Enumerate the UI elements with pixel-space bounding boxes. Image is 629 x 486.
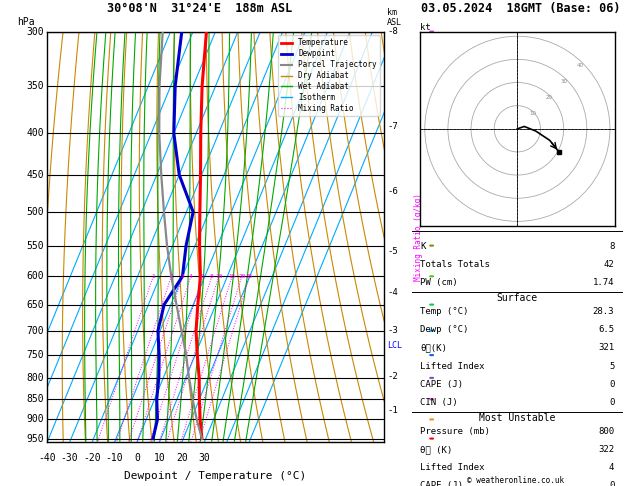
Text: θᴇ(K): θᴇ(K): [420, 344, 447, 352]
Text: 700: 700: [26, 326, 44, 336]
Text: 1.74: 1.74: [593, 278, 615, 287]
Text: 20: 20: [545, 95, 552, 100]
Text: 15: 15: [228, 274, 236, 279]
Text: -5: -5: [387, 247, 398, 257]
Text: Most Unstable: Most Unstable: [479, 413, 555, 423]
Text: 400: 400: [26, 128, 44, 138]
Text: 500: 500: [26, 207, 44, 217]
Text: LCL: LCL: [387, 341, 402, 350]
Text: -1: -1: [387, 406, 398, 415]
Text: 28.3: 28.3: [593, 308, 615, 316]
Text: 20: 20: [176, 452, 187, 463]
Text: 20: 20: [238, 274, 245, 279]
Text: 25: 25: [246, 274, 253, 279]
Text: CAPE (J): CAPE (J): [420, 481, 464, 486]
Text: 322: 322: [598, 445, 615, 454]
Text: CIN (J): CIN (J): [420, 398, 458, 407]
Text: 450: 450: [26, 170, 44, 180]
Text: -10: -10: [106, 452, 123, 463]
Text: 8: 8: [210, 274, 214, 279]
Text: PW (cm): PW (cm): [420, 278, 458, 287]
Text: 1: 1: [152, 274, 155, 279]
Text: Mixing Ratio (g/kg): Mixing Ratio (g/kg): [414, 193, 423, 281]
Text: 600: 600: [26, 271, 44, 281]
Text: Temp (°C): Temp (°C): [420, 308, 469, 316]
Text: 0: 0: [609, 481, 615, 486]
Text: 2: 2: [169, 274, 173, 279]
Text: 40: 40: [577, 63, 584, 69]
Text: 900: 900: [26, 415, 44, 424]
Text: 0: 0: [609, 380, 615, 388]
Text: -7: -7: [387, 122, 398, 131]
Text: kt: kt: [420, 22, 431, 32]
Text: Dewpoint / Temperature (°C): Dewpoint / Temperature (°C): [125, 471, 306, 481]
Text: 6: 6: [201, 274, 205, 279]
Text: 30°08'N  31°24'E  188m ASL: 30°08'N 31°24'E 188m ASL: [107, 1, 292, 15]
Text: 10: 10: [530, 110, 537, 116]
Text: -2: -2: [387, 372, 398, 381]
Text: 650: 650: [26, 299, 44, 310]
Legend: Temperature, Dewpoint, Parcel Trajectory, Dry Adiabat, Wet Adiabat, Isotherm, Mi: Temperature, Dewpoint, Parcel Trajectory…: [277, 35, 380, 116]
Text: 5: 5: [609, 362, 615, 370]
Text: θᴇ (K): θᴇ (K): [420, 445, 453, 454]
Text: hPa: hPa: [17, 17, 35, 28]
Text: Dewp (°C): Dewp (°C): [420, 326, 469, 334]
Text: 42: 42: [604, 260, 615, 269]
Text: 800: 800: [26, 373, 44, 383]
Text: km
ASL: km ASL: [387, 8, 402, 28]
Text: -40: -40: [38, 452, 56, 463]
Text: 350: 350: [26, 81, 44, 91]
Text: 950: 950: [26, 434, 44, 444]
Text: -6: -6: [387, 187, 398, 196]
Text: 750: 750: [26, 350, 44, 360]
Text: -30: -30: [61, 452, 79, 463]
Text: Lifted Index: Lifted Index: [420, 463, 485, 472]
Text: Totals Totals: Totals Totals: [420, 260, 490, 269]
Text: -4: -4: [387, 288, 398, 297]
Text: 3: 3: [181, 274, 184, 279]
Text: 6.5: 6.5: [598, 326, 615, 334]
Text: Lifted Index: Lifted Index: [420, 362, 485, 370]
Text: 300: 300: [26, 27, 44, 36]
Text: 550: 550: [26, 241, 44, 251]
Text: -3: -3: [387, 326, 398, 335]
Text: CAPE (J): CAPE (J): [420, 380, 464, 388]
Text: Pressure (mb): Pressure (mb): [420, 427, 490, 436]
Text: 10: 10: [153, 452, 165, 463]
Text: K: K: [420, 242, 426, 251]
Text: 8: 8: [609, 242, 615, 251]
Text: 30: 30: [561, 79, 568, 84]
Text: 4: 4: [189, 274, 192, 279]
Text: 0: 0: [609, 398, 615, 407]
Text: 321: 321: [598, 344, 615, 352]
Text: Surface: Surface: [497, 294, 538, 303]
Text: © weatheronline.co.uk: © weatheronline.co.uk: [467, 475, 564, 485]
Text: -20: -20: [83, 452, 101, 463]
Text: 800: 800: [598, 427, 615, 436]
Text: 850: 850: [26, 394, 44, 404]
Text: 0: 0: [134, 452, 140, 463]
Text: 03.05.2024  18GMT (Base: 06): 03.05.2024 18GMT (Base: 06): [421, 1, 620, 15]
Text: 4: 4: [609, 463, 615, 472]
Text: 10: 10: [215, 274, 223, 279]
Text: 30: 30: [198, 452, 210, 463]
Text: -8: -8: [387, 27, 398, 36]
